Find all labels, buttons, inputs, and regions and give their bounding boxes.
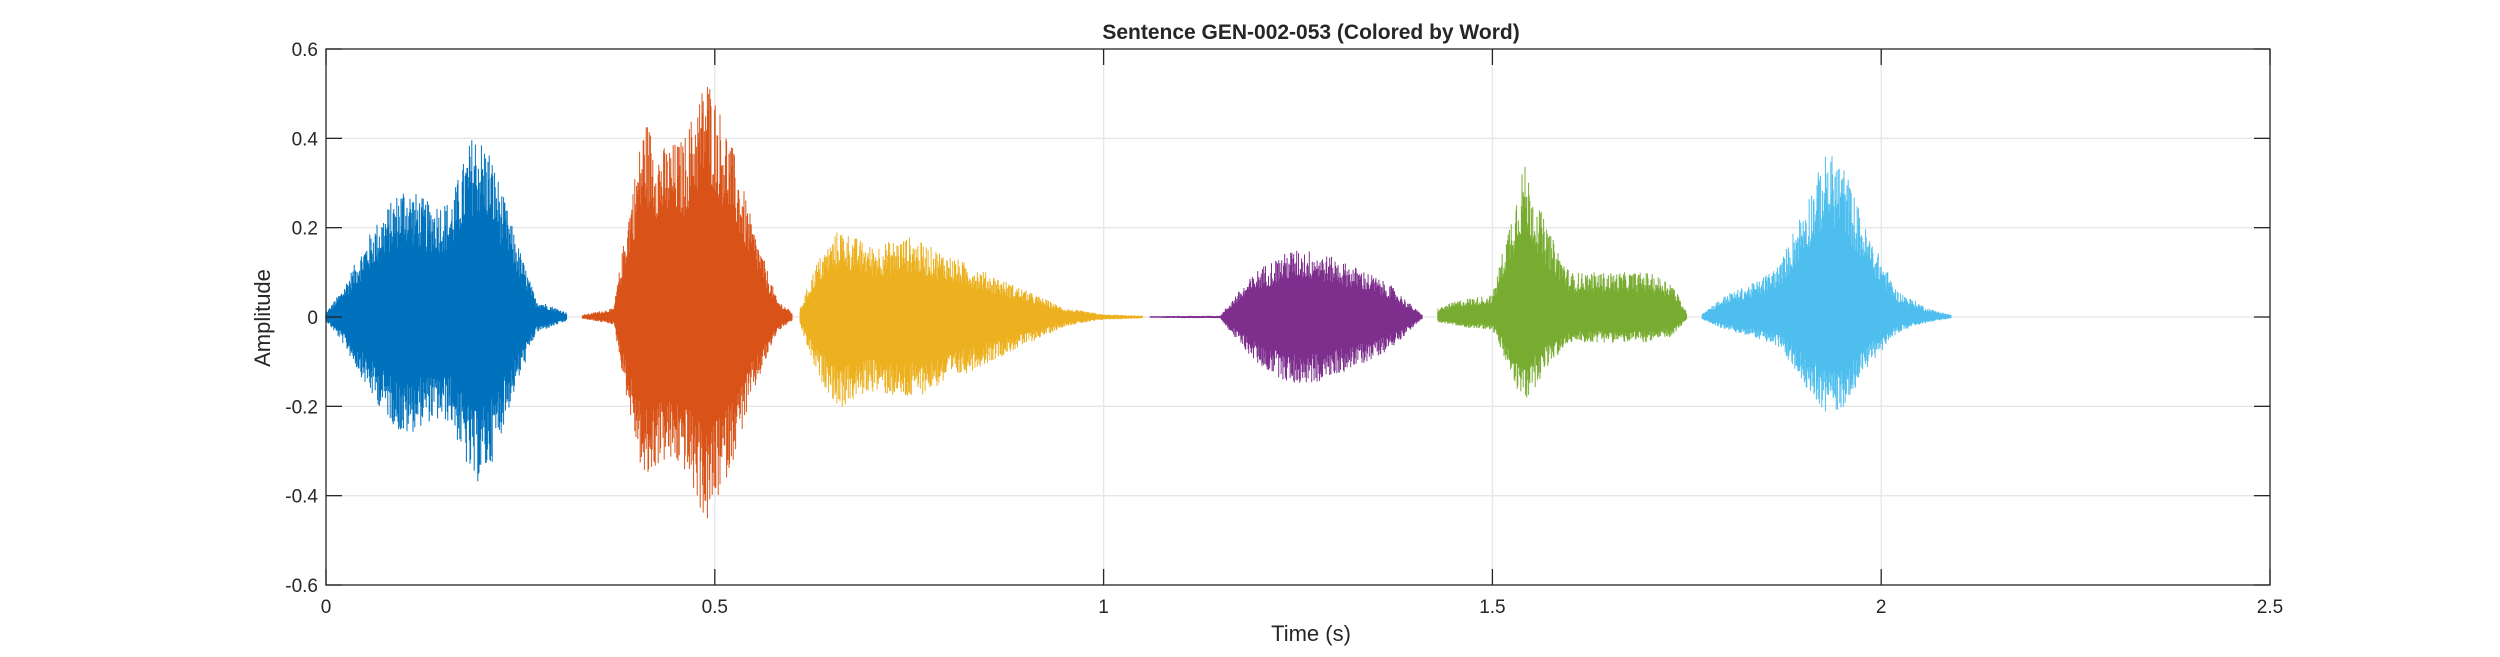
y-tick-label: 0.6	[292, 40, 318, 61]
y-tick-label: -0.4	[285, 487, 318, 508]
x-tick-label: 2	[1876, 597, 1887, 618]
waveform-word-4-core	[1149, 280, 1423, 354]
x-tick-label: 1	[1098, 597, 1109, 618]
y-tick-label: -0.6	[285, 576, 318, 597]
x-tick-label: 0.5	[702, 597, 728, 618]
waveform-word-2-core	[581, 182, 793, 432]
y-tick-label: 0	[307, 308, 318, 329]
waveform-word-5-core	[1437, 231, 1688, 366]
axis-ticks: 0 0.5 1 1.5 2 2.5 -0.6 -0.4 -0.2 0 0.2 0.4 0.6	[285, 40, 2283, 618]
chart-title: Sentence GEN-002-053 (Colored by Word)	[1102, 21, 1519, 44]
y-tick-label: -0.2	[285, 397, 318, 418]
x-tick-label: 2.5	[2257, 597, 2283, 618]
x-tick-label: 1.5	[1479, 597, 1505, 618]
y-tick-label: 0.4	[292, 129, 319, 150]
x-axis-label: Time (s)	[1271, 621, 1351, 646]
x-tick-label: 0	[321, 597, 332, 618]
waveform-word-6-core	[1701, 226, 1952, 371]
waveform-series-group	[325, 87, 1952, 519]
waveform-word-3-core	[799, 268, 1143, 368]
y-tick-label: 0.2	[292, 219, 318, 240]
y-axis-label: Amplitude	[250, 269, 275, 367]
